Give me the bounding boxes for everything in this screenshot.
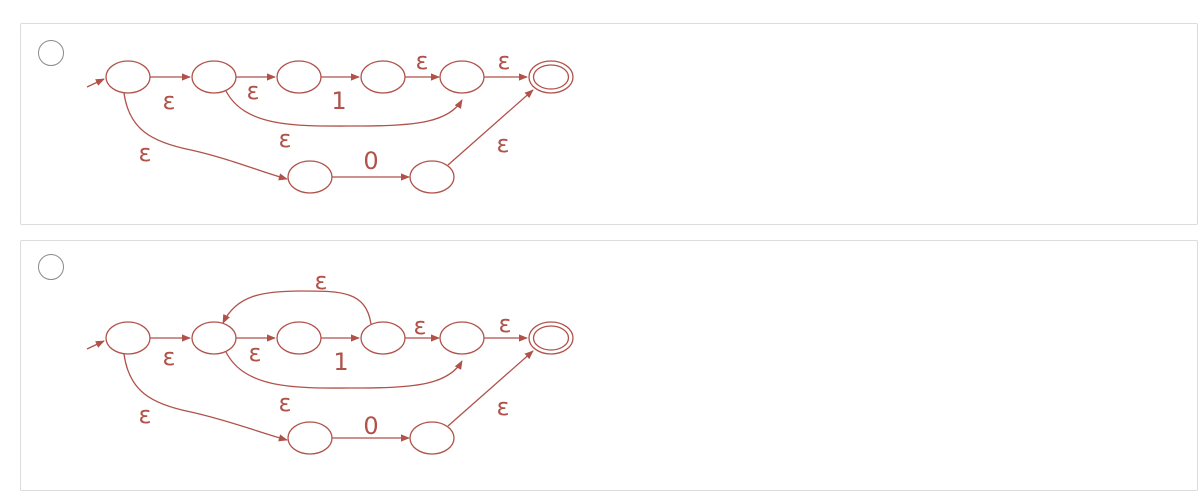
transition-s2-s5	[225, 90, 463, 127]
state-3	[276, 321, 322, 355]
state-accept	[528, 60, 574, 94]
state-accept	[528, 321, 574, 355]
transition-lower2-accept	[447, 89, 534, 166]
label-eps-3: ε	[414, 312, 427, 340]
label-zero: 0	[363, 147, 378, 175]
label-eps-6: ε	[139, 139, 152, 167]
state-5	[439, 321, 485, 355]
label-eps-6: ε	[139, 401, 152, 429]
answer-option-1: ε ε 1 ε ε ε ε 0 ε	[20, 23, 1198, 225]
label-eps-4: ε	[499, 310, 512, 338]
answer-option-2: ε ε ε 1 ε ε ε ε 0 ε	[20, 240, 1198, 491]
start-arrow	[86, 340, 105, 350]
transition-lower2-accept	[447, 350, 534, 427]
state-accept-inner	[532, 64, 570, 90]
transition-s2-s5	[225, 351, 463, 389]
state-4	[360, 60, 406, 94]
label-zero: 0	[363, 412, 378, 440]
state-5	[439, 60, 485, 94]
label-eps-2: ε	[249, 339, 262, 367]
state-lower-2	[409, 421, 455, 455]
label-eps-5: ε	[279, 389, 292, 417]
state-lower-1	[287, 160, 333, 194]
state-4	[360, 321, 406, 355]
option-2-radio[interactable]	[38, 254, 64, 280]
state-start	[105, 60, 151, 94]
label-eps-2: ε	[247, 77, 260, 105]
state-accept-inner	[532, 325, 570, 351]
label-one: 1	[331, 87, 346, 115]
transition-s1-lower1	[123, 92, 288, 181]
state-2	[191, 321, 237, 355]
transition-s4-s2-loop	[222, 290, 372, 325]
nfa-diagram-1: ε ε 1 ε ε ε ε 0 ε	[86, 47, 574, 194]
option-1-radio[interactable]	[38, 40, 64, 66]
label-eps-3: ε	[416, 47, 429, 75]
label-eps-7: ε	[497, 130, 510, 158]
label-eps-5: ε	[279, 125, 292, 153]
label-eps-loop: ε	[315, 267, 328, 295]
state-3	[276, 60, 322, 94]
start-arrow	[86, 78, 105, 88]
label-eps-1: ε	[163, 87, 176, 115]
state-start	[105, 321, 151, 355]
label-eps-1: ε	[163, 343, 176, 371]
state-2	[191, 60, 237, 94]
transition-s1-lower1	[123, 353, 288, 442]
state-lower-1	[287, 421, 333, 455]
label-eps-7: ε	[497, 393, 510, 421]
state-lower-2	[409, 160, 455, 194]
label-one: 1	[333, 348, 348, 376]
label-eps-4: ε	[498, 47, 511, 75]
nfa-diagram-2: ε ε ε 1 ε ε ε ε 0 ε	[86, 267, 574, 455]
